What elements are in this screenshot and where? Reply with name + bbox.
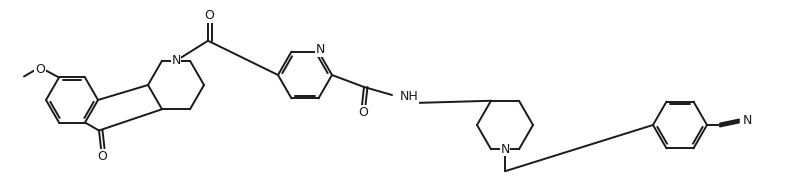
Text: N: N bbox=[500, 143, 510, 156]
Text: N: N bbox=[316, 43, 325, 56]
Text: O: O bbox=[98, 150, 107, 163]
Text: O: O bbox=[35, 63, 45, 76]
Text: O: O bbox=[359, 106, 368, 119]
Text: N: N bbox=[171, 54, 181, 67]
Text: NH: NH bbox=[400, 90, 419, 104]
Text: O: O bbox=[204, 9, 214, 22]
Text: N: N bbox=[743, 114, 751, 127]
